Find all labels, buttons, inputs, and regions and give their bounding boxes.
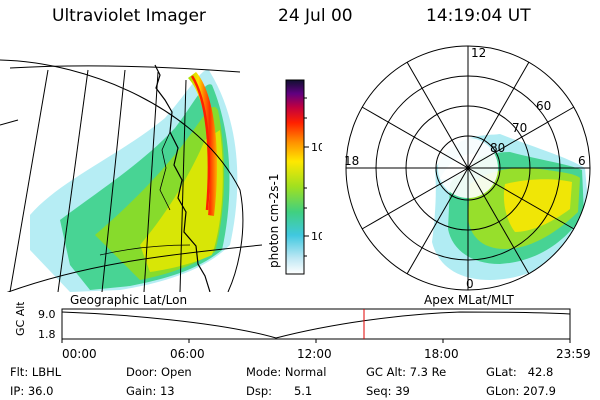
mlat-label-70: 70	[512, 121, 527, 135]
dsp-info: Dsp: 5.1	[246, 384, 313, 398]
seq-info: Seq: 39	[366, 384, 410, 398]
mlt-label-0: 0	[466, 277, 474, 291]
time-tick-0600: 06:00	[170, 347, 205, 361]
geographic-panel-label: Geographic Lat/Lon	[70, 293, 188, 307]
glon-info: GLon: 207.9	[486, 384, 556, 398]
time-tick-2359: 23:59	[556, 347, 591, 361]
date-label: 24 Jul 00	[278, 6, 353, 26]
coastline	[154, 64, 211, 292]
time-tick-1800: 18:00	[424, 347, 459, 361]
gain-info: Gain: 13	[126, 384, 175, 398]
altitude-curve	[61, 311, 571, 339]
colorbar: 100 10 photon cm-2s-1	[267, 79, 322, 275]
mode-info: Mode: Normal	[246, 365, 327, 379]
filter-info: Flt: LBHL	[10, 365, 62, 379]
colorbar-label: photon cm-2s-1	[267, 174, 281, 269]
mlat-label-80: 80	[490, 141, 505, 155]
apex-panel-label: Apex MLat/MLT	[424, 293, 514, 307]
gc-alt-axis-label: GC Alt	[14, 302, 27, 336]
gc-alt-info: GC Alt: 7.3 Re	[366, 365, 447, 379]
colorbar-tick-100: 100	[311, 141, 322, 154]
time-label: 14:19:04 UT	[426, 6, 531, 26]
colorbar-tick-10: 10	[311, 230, 322, 243]
instrument-title: Ultraviolet Imager	[52, 6, 206, 26]
mlt-label-6: 6	[578, 154, 586, 168]
alt-tick-9: 9.0	[38, 308, 56, 321]
altitude-track-frame	[61, 308, 571, 340]
glat-info: GLat: 42.8	[486, 365, 554, 379]
colorbar-gradient	[285, 79, 305, 275]
altitude-track: 9.0 1.8 GC Alt	[14, 302, 571, 343]
mlat-label-60: 60	[536, 99, 551, 113]
time-tick-1200: 12:00	[297, 347, 332, 361]
polar-plot: 12 18 6 0 60 70 80	[344, 45, 591, 291]
geo-grid	[0, 65, 262, 292]
ip-info: IP: 36.0	[10, 384, 54, 398]
time-tick-0000: 00:00	[62, 347, 97, 361]
polar-grid	[345, 45, 591, 291]
aurora-arc	[188, 72, 218, 216]
geographic-image-panel	[0, 59, 262, 292]
alt-tick-1-8: 1.8	[38, 328, 56, 341]
mlt-label-12: 12	[471, 46, 486, 60]
door-info: Door: Open	[126, 365, 192, 379]
mlt-label-18: 18	[344, 154, 359, 168]
